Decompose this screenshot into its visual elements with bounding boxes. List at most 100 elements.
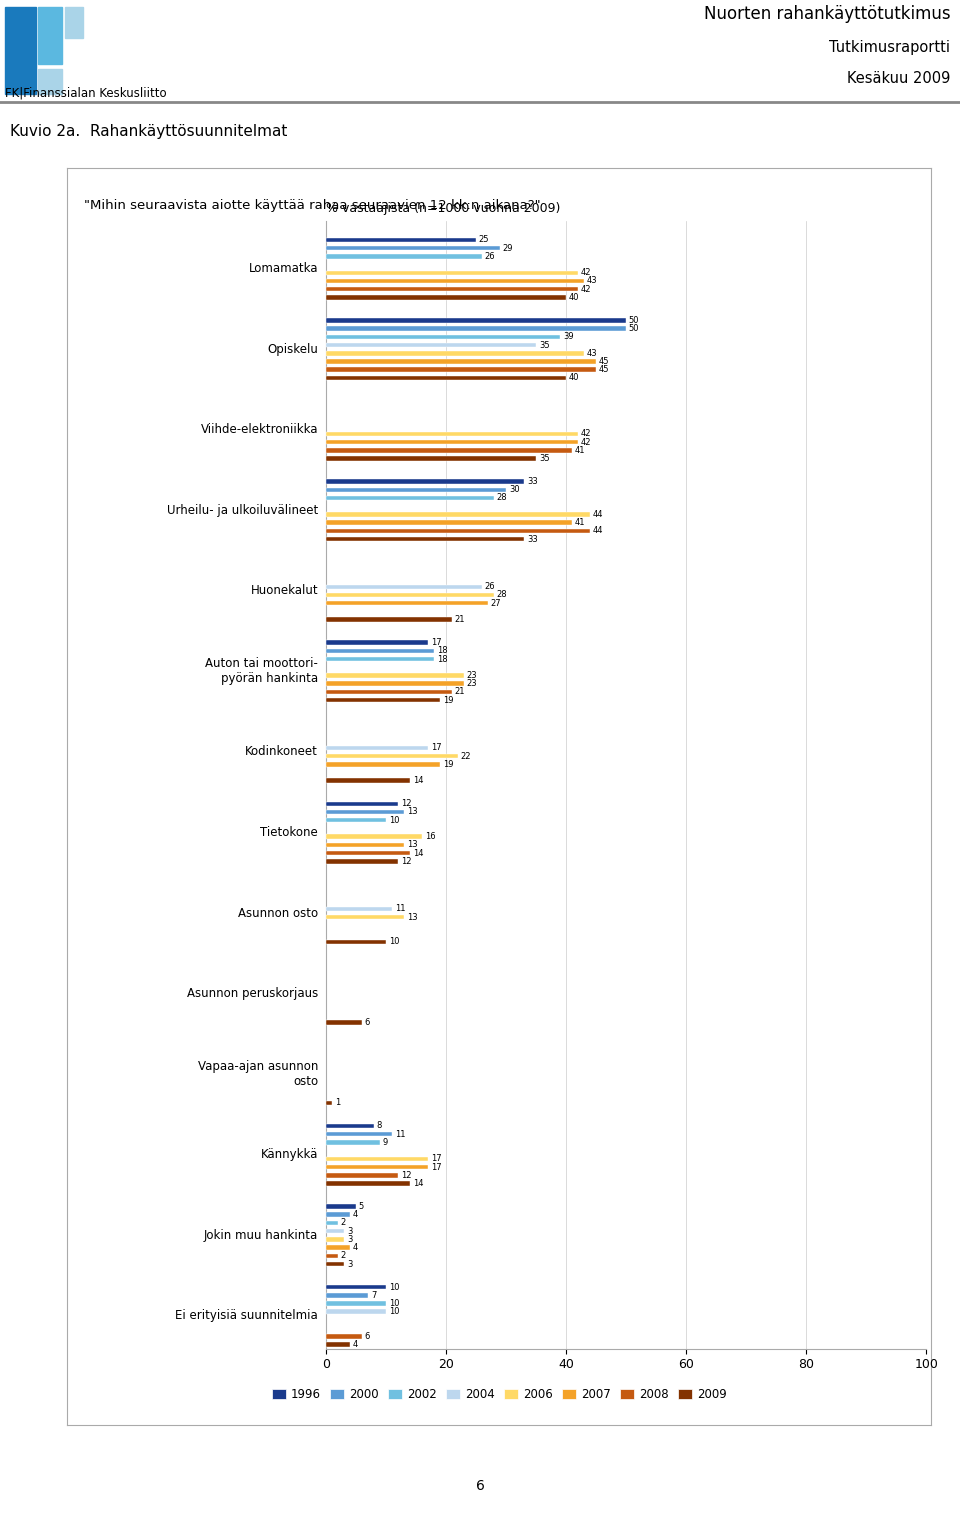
Bar	[326, 1181, 411, 1186]
Text: 33: 33	[527, 477, 538, 486]
Bar	[326, 914, 404, 919]
Bar	[326, 1100, 332, 1105]
Text: 44: 44	[592, 511, 603, 520]
Bar	[326, 1221, 339, 1225]
Text: 4: 4	[353, 1244, 358, 1253]
Bar	[326, 600, 489, 605]
Text: 25: 25	[479, 235, 490, 244]
Bar	[326, 809, 404, 814]
Bar	[326, 802, 398, 806]
Text: 21: 21	[455, 687, 466, 696]
Bar	[326, 1245, 350, 1250]
Text: 18: 18	[437, 646, 447, 655]
Text: 6: 6	[365, 1332, 371, 1341]
Bar	[38, 8, 62, 64]
Bar	[326, 255, 483, 259]
Text: 23: 23	[467, 680, 477, 689]
Text: 28: 28	[497, 590, 508, 599]
Bar	[326, 376, 566, 381]
Text: 28: 28	[497, 494, 508, 503]
Text: 10: 10	[389, 1283, 399, 1292]
Text: 39: 39	[563, 332, 573, 341]
Bar	[326, 674, 465, 678]
Text: 45: 45	[599, 357, 610, 366]
Text: 17: 17	[431, 1154, 442, 1163]
Text: 45: 45	[599, 366, 610, 375]
Text: 23: 23	[467, 671, 477, 680]
Bar	[326, 907, 393, 911]
Bar	[5, 8, 36, 94]
Text: 16: 16	[424, 832, 436, 841]
Bar	[326, 593, 494, 597]
Bar	[326, 617, 452, 622]
Bar	[326, 1285, 386, 1289]
Bar	[326, 1157, 428, 1161]
Text: 14: 14	[413, 849, 423, 858]
Text: "Mihin seuraavista aiotte käyttää rahaa seuraavien 12 kk:n aikana?": "Mihin seuraavista aiotte käyttää rahaa …	[84, 200, 541, 212]
Bar	[326, 698, 441, 703]
Bar	[326, 296, 566, 300]
Text: 42: 42	[581, 268, 591, 277]
Text: 26: 26	[485, 582, 495, 591]
Bar	[326, 860, 398, 864]
Text: 40: 40	[568, 373, 579, 383]
Bar	[326, 1301, 386, 1306]
Bar	[326, 495, 494, 500]
Bar	[326, 512, 590, 517]
Bar	[326, 319, 627, 323]
Bar	[326, 440, 578, 445]
Text: 43: 43	[587, 349, 597, 358]
Bar	[326, 640, 428, 645]
Text: 14: 14	[413, 1180, 423, 1189]
Text: 4: 4	[353, 1210, 358, 1219]
Text: 35: 35	[539, 454, 549, 463]
Text: 22: 22	[461, 751, 471, 760]
Text: 3: 3	[347, 1259, 352, 1268]
Bar	[326, 834, 422, 838]
Bar	[326, 431, 578, 436]
Text: 12: 12	[401, 799, 411, 808]
Bar	[326, 343, 537, 347]
Text: 5: 5	[359, 1202, 364, 1212]
Bar	[326, 1132, 393, 1137]
Text: 33: 33	[527, 535, 538, 544]
Bar	[326, 448, 572, 453]
Bar	[326, 745, 428, 750]
Bar	[326, 456, 537, 460]
Text: 40: 40	[568, 293, 579, 302]
Text: 10: 10	[389, 1298, 399, 1308]
Bar	[38, 70, 62, 94]
Bar	[326, 1309, 386, 1314]
Bar	[326, 287, 578, 291]
Legend: 1996, 2000, 2002, 2004, 2006, 2007, 2008, 2009: 1996, 2000, 2002, 2004, 2006, 2007, 2008…	[267, 1384, 732, 1405]
Text: 3: 3	[347, 1227, 352, 1236]
Text: 13: 13	[407, 808, 418, 817]
Text: Kesäkuu 2009: Kesäkuu 2009	[847, 72, 950, 87]
Bar	[326, 1262, 345, 1266]
Text: 42: 42	[581, 285, 591, 294]
Bar	[326, 762, 441, 767]
Bar	[326, 843, 404, 847]
Bar	[326, 940, 386, 945]
Bar	[326, 1204, 356, 1209]
Text: 17: 17	[431, 1163, 442, 1172]
Text: 42: 42	[581, 437, 591, 447]
Text: 6: 6	[475, 1478, 485, 1494]
Text: 29: 29	[503, 244, 514, 253]
Text: 10: 10	[389, 1308, 399, 1317]
Bar	[326, 479, 524, 483]
Bar	[326, 690, 452, 695]
Bar	[326, 520, 572, 524]
Text: 2: 2	[341, 1219, 346, 1227]
Bar	[326, 1213, 350, 1218]
Bar	[326, 326, 627, 331]
Bar	[326, 1237, 345, 1242]
Text: 21: 21	[455, 616, 466, 625]
Bar	[326, 536, 524, 541]
Bar	[326, 585, 483, 588]
Text: 3: 3	[347, 1234, 352, 1244]
Text: 9: 9	[383, 1138, 388, 1148]
Text: 11: 11	[395, 904, 405, 913]
Bar	[326, 488, 507, 492]
Text: 26: 26	[485, 251, 495, 261]
